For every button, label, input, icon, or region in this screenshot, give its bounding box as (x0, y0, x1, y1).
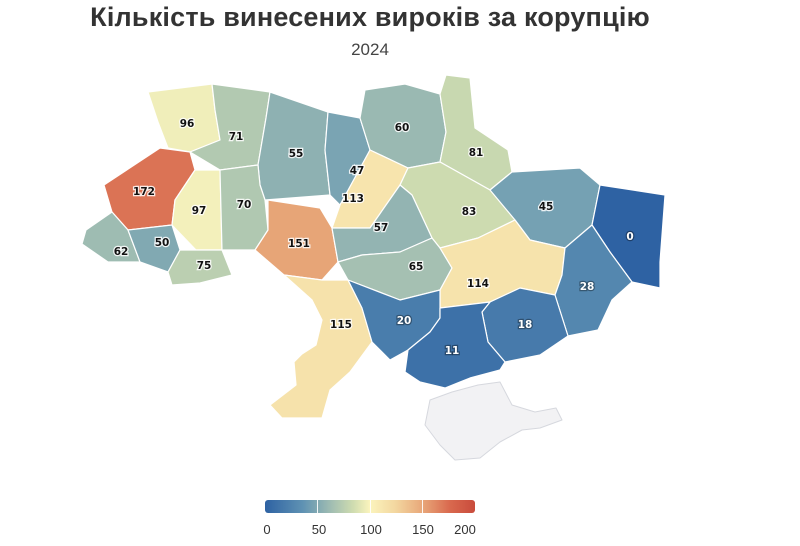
label-chernihiv: 60 (395, 122, 410, 134)
label-dnipropetrovsk: 114 (467, 278, 489, 290)
region-crimea[interactable] (424, 381, 563, 461)
legend-label-200: 200 (454, 522, 476, 537)
label-zakarpattia: 62 (114, 246, 129, 258)
label-poltava: 83 (462, 206, 477, 218)
label-ivano-frankivsk: 50 (155, 237, 170, 249)
label-kirovohrad: 65 (409, 261, 424, 273)
map-title: Кількість винесених вироків за корупцію (90, 2, 650, 32)
label-zhytomyr: 55 (289, 148, 304, 160)
label-ternopil: 97 (192, 205, 207, 217)
legend-label-100: 100 (360, 522, 382, 537)
label-khmelnytskyi: 70 (237, 199, 252, 211)
legend-tick-mark (317, 500, 318, 513)
label-volyn: 96 (180, 118, 195, 130)
label-donetsk: 28 (580, 281, 595, 293)
label-kyiv-oblast: 47 (350, 165, 365, 177)
region-kherson[interactable] (404, 301, 506, 389)
map-subtitle: 2024 (351, 40, 389, 59)
label-sumy: 81 (469, 147, 484, 159)
label-kharkiv: 45 (539, 201, 554, 213)
label-cherkasy: 57 (374, 222, 389, 234)
label-mykolaiv: 20 (397, 315, 412, 327)
label-odesa: 115 (330, 319, 352, 331)
region-donetsk[interactable] (554, 224, 633, 337)
label-kherson: 11 (445, 345, 460, 357)
region-sumy[interactable] (439, 74, 513, 191)
label-rivne: 71 (229, 131, 244, 143)
label-kyiv-south: 113 (342, 193, 364, 205)
legend-label-50: 50 (311, 522, 327, 537)
legend-label-0: 0 (263, 522, 271, 537)
label-lviv: 172 (133, 186, 155, 198)
label-zaporizhzhia: 18 (518, 319, 533, 331)
legend-tick-mark (422, 500, 423, 513)
region-khmelnytskyi[interactable] (219, 164, 269, 251)
label-luhansk: 0 (626, 231, 633, 243)
label-chernivtsi: 75 (197, 260, 212, 272)
legend-label-150: 150 (412, 522, 434, 537)
region-chernivtsi[interactable] (167, 249, 233, 286)
label-vinnytsia: 151 (288, 238, 310, 250)
region-zhytomyr[interactable] (257, 91, 331, 201)
legend-tick-mark (370, 500, 371, 513)
